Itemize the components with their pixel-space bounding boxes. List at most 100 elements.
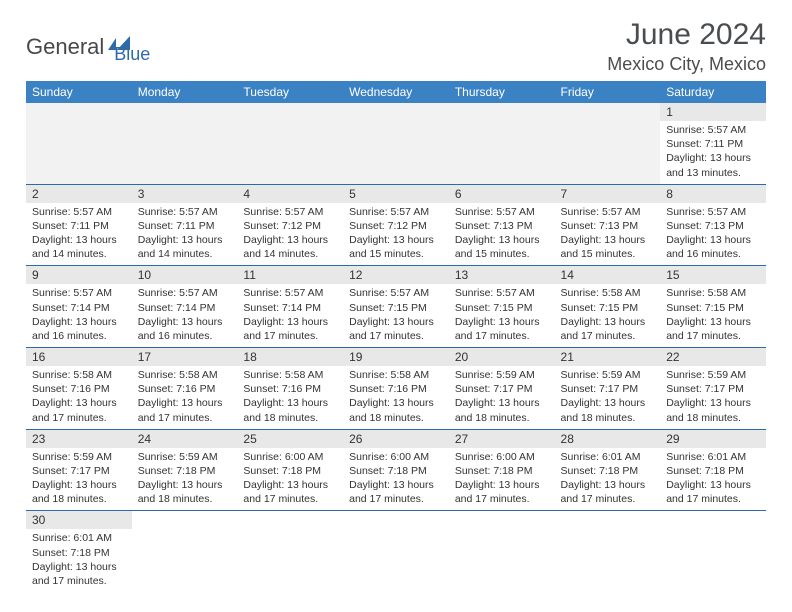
day-number: 2 — [26, 185, 132, 203]
sunset-text: Sunset: 7:14 PM — [32, 301, 126, 315]
day-cell — [660, 511, 766, 592]
sunset-text: Sunset: 7:13 PM — [455, 219, 549, 233]
sunset-text: Sunset: 7:11 PM — [32, 219, 126, 233]
day-cell — [132, 511, 238, 592]
daylight-line2: and 15 minutes. — [455, 247, 549, 261]
day-cell: 25Sunrise: 6:00 AMSunset: 7:18 PMDayligh… — [237, 429, 343, 511]
day-number: 20 — [449, 348, 555, 366]
daylight-line1: Daylight: 13 hours — [32, 315, 126, 329]
day-body: Sunrise: 5:57 AMSunset: 7:13 PMDaylight:… — [555, 203, 661, 266]
daylight-line2: and 18 minutes. — [349, 411, 443, 425]
weekday-header: Monday — [132, 81, 238, 103]
day-cell: 10Sunrise: 5:57 AMSunset: 7:14 PMDayligh… — [132, 266, 238, 348]
day-body: Sunrise: 5:57 AMSunset: 7:15 PMDaylight:… — [449, 284, 555, 347]
day-cell: 7Sunrise: 5:57 AMSunset: 7:13 PMDaylight… — [555, 184, 661, 266]
daylight-line1: Daylight: 13 hours — [666, 315, 760, 329]
sunrise-text: Sunrise: 5:58 AM — [666, 286, 760, 300]
day-number: 19 — [343, 348, 449, 366]
sunset-text: Sunset: 7:14 PM — [138, 301, 232, 315]
sunset-text: Sunset: 7:13 PM — [666, 219, 760, 233]
day-body: Sunrise: 5:59 AMSunset: 7:17 PMDaylight:… — [660, 366, 766, 429]
daylight-line1: Daylight: 13 hours — [666, 478, 760, 492]
day-number: 18 — [237, 348, 343, 366]
sunset-text: Sunset: 7:16 PM — [138, 382, 232, 396]
day-body: Sunrise: 5:58 AMSunset: 7:15 PMDaylight:… — [555, 284, 661, 347]
daylight-line1: Daylight: 13 hours — [243, 233, 337, 247]
day-body: Sunrise: 6:00 AMSunset: 7:18 PMDaylight:… — [343, 448, 449, 511]
sunrise-text: Sunrise: 5:59 AM — [455, 368, 549, 382]
day-body: Sunrise: 5:57 AMSunset: 7:12 PMDaylight:… — [343, 203, 449, 266]
daylight-line1: Daylight: 13 hours — [349, 396, 443, 410]
sunrise-text: Sunrise: 5:57 AM — [455, 286, 549, 300]
daylight-line1: Daylight: 13 hours — [243, 315, 337, 329]
daylight-line2: and 18 minutes. — [138, 492, 232, 506]
day-cell: 11Sunrise: 5:57 AMSunset: 7:14 PMDayligh… — [237, 266, 343, 348]
day-cell: 26Sunrise: 6:00 AMSunset: 7:18 PMDayligh… — [343, 429, 449, 511]
sunrise-text: Sunrise: 5:57 AM — [138, 205, 232, 219]
day-body: Sunrise: 6:00 AMSunset: 7:18 PMDaylight:… — [449, 448, 555, 511]
daylight-line2: and 17 minutes. — [666, 492, 760, 506]
sunrise-text: Sunrise: 6:00 AM — [349, 450, 443, 464]
day-cell — [555, 511, 661, 592]
day-body: Sunrise: 5:57 AMSunset: 7:11 PMDaylight:… — [132, 203, 238, 266]
day-number: 3 — [132, 185, 238, 203]
daylight-line1: Daylight: 13 hours — [455, 233, 549, 247]
sunrise-text: Sunrise: 5:59 AM — [138, 450, 232, 464]
daylight-line2: and 18 minutes. — [243, 411, 337, 425]
day-number: 15 — [660, 266, 766, 284]
sunset-text: Sunset: 7:18 PM — [349, 464, 443, 478]
weekday-header: Saturday — [660, 81, 766, 103]
sunset-text: Sunset: 7:18 PM — [243, 464, 337, 478]
sunrise-text: Sunrise: 5:59 AM — [32, 450, 126, 464]
weekday-header: Sunday — [26, 81, 132, 103]
sunset-text: Sunset: 7:15 PM — [455, 301, 549, 315]
sunrise-text: Sunrise: 5:59 AM — [561, 368, 655, 382]
sunset-text: Sunset: 7:12 PM — [243, 219, 337, 233]
day-cell: 24Sunrise: 5:59 AMSunset: 7:18 PMDayligh… — [132, 429, 238, 511]
day-cell — [555, 103, 661, 184]
day-body: Sunrise: 5:57 AMSunset: 7:11 PMDaylight:… — [660, 121, 766, 184]
daylight-line2: and 16 minutes. — [138, 329, 232, 343]
day-cell — [132, 103, 238, 184]
sunset-text: Sunset: 7:17 PM — [666, 382, 760, 396]
weekday-header-row: Sunday Monday Tuesday Wednesday Thursday… — [26, 81, 766, 103]
sunrise-text: Sunrise: 5:59 AM — [666, 368, 760, 382]
daylight-line2: and 18 minutes. — [455, 411, 549, 425]
daylight-line2: and 16 minutes. — [32, 329, 126, 343]
day-body: Sunrise: 6:01 AMSunset: 7:18 PMDaylight:… — [660, 448, 766, 511]
day-cell: 1Sunrise: 5:57 AMSunset: 7:11 PMDaylight… — [660, 103, 766, 184]
day-body: Sunrise: 5:58 AMSunset: 7:16 PMDaylight:… — [343, 366, 449, 429]
day-cell: 29Sunrise: 6:01 AMSunset: 7:18 PMDayligh… — [660, 429, 766, 511]
sunset-text: Sunset: 7:16 PM — [243, 382, 337, 396]
daylight-line2: and 17 minutes. — [349, 329, 443, 343]
daylight-line1: Daylight: 13 hours — [666, 396, 760, 410]
day-number: 9 — [26, 266, 132, 284]
day-body: Sunrise: 5:57 AMSunset: 7:14 PMDaylight:… — [26, 284, 132, 347]
day-cell: 16Sunrise: 5:58 AMSunset: 7:16 PMDayligh… — [26, 348, 132, 430]
day-body: Sunrise: 5:57 AMSunset: 7:15 PMDaylight:… — [343, 284, 449, 347]
day-body: Sunrise: 5:59 AMSunset: 7:18 PMDaylight:… — [132, 448, 238, 511]
day-cell: 15Sunrise: 5:58 AMSunset: 7:15 PMDayligh… — [660, 266, 766, 348]
daylight-line1: Daylight: 13 hours — [349, 315, 443, 329]
daylight-line2: and 17 minutes. — [243, 492, 337, 506]
day-number: 11 — [237, 266, 343, 284]
day-cell: 28Sunrise: 6:01 AMSunset: 7:18 PMDayligh… — [555, 429, 661, 511]
daylight-line1: Daylight: 13 hours — [138, 233, 232, 247]
daylight-line2: and 17 minutes. — [32, 574, 126, 588]
daylight-line1: Daylight: 13 hours — [243, 478, 337, 492]
daylight-line1: Daylight: 13 hours — [32, 478, 126, 492]
day-cell: 9Sunrise: 5:57 AMSunset: 7:14 PMDaylight… — [26, 266, 132, 348]
sunrise-text: Sunrise: 5:58 AM — [243, 368, 337, 382]
daylight-line1: Daylight: 13 hours — [561, 315, 655, 329]
logo: General Blue — [26, 28, 150, 65]
daylight-line2: and 18 minutes. — [666, 411, 760, 425]
week-row: 16Sunrise: 5:58 AMSunset: 7:16 PMDayligh… — [26, 348, 766, 430]
daylight-line2: and 18 minutes. — [32, 492, 126, 506]
sunset-text: Sunset: 7:18 PM — [666, 464, 760, 478]
day-body: Sunrise: 6:01 AMSunset: 7:18 PMDaylight:… — [555, 448, 661, 511]
day-number: 7 — [555, 185, 661, 203]
sunset-text: Sunset: 7:18 PM — [138, 464, 232, 478]
day-cell: 4Sunrise: 5:57 AMSunset: 7:12 PMDaylight… — [237, 184, 343, 266]
sunrise-text: Sunrise: 6:00 AM — [455, 450, 549, 464]
day-number: 30 — [26, 511, 132, 529]
